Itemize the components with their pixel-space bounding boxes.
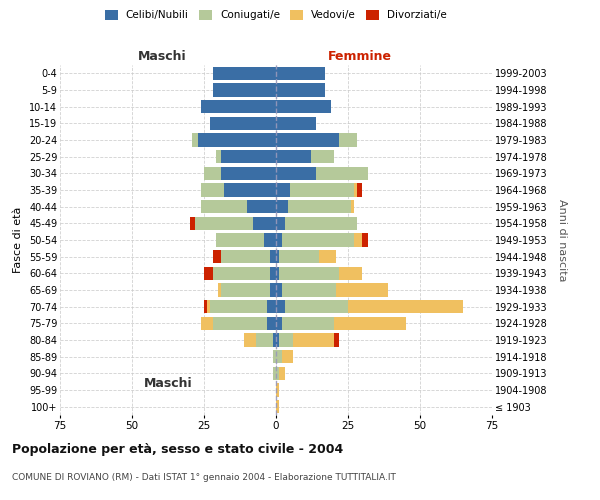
Bar — [190, 216, 196, 230]
Bar — [212, 66, 276, 80]
Bar — [218, 284, 221, 296]
Bar — [201, 100, 276, 114]
Bar — [270, 266, 276, 280]
Bar — [215, 150, 221, 164]
Bar — [212, 266, 270, 280]
Bar — [212, 316, 268, 330]
Text: COMUNE DI ROVIANO (RM) - Dati ISTAT 1° gennaio 2004 - Elaborazione TUTTITALIA.IT: COMUNE DI ROVIANO (RM) - Dati ISTAT 1° g… — [12, 472, 396, 482]
Bar — [282, 234, 354, 246]
Bar — [268, 316, 276, 330]
Bar — [279, 334, 293, 346]
Bar — [334, 334, 340, 346]
Bar — [284, 300, 348, 314]
Bar — [276, 150, 311, 164]
Bar — [340, 266, 362, 280]
Bar — [247, 200, 276, 213]
Bar — [276, 266, 279, 280]
Bar — [287, 200, 351, 213]
Bar — [270, 250, 276, 264]
Bar — [276, 166, 316, 180]
Bar — [193, 134, 198, 146]
Bar — [282, 350, 293, 364]
Bar — [201, 316, 212, 330]
Bar — [276, 234, 282, 246]
Bar — [282, 316, 334, 330]
Legend: Celibi/Nubili, Coniugati/e, Vedovi/e, Divorziati/e: Celibi/Nubili, Coniugati/e, Vedovi/e, Di… — [105, 10, 447, 20]
Bar — [282, 284, 337, 296]
Bar — [276, 134, 340, 146]
Bar — [356, 184, 362, 196]
Bar — [196, 216, 253, 230]
Bar — [201, 200, 247, 213]
Bar — [253, 216, 276, 230]
Bar — [244, 334, 256, 346]
Bar — [319, 250, 337, 264]
Text: Maschi: Maschi — [137, 50, 187, 62]
Text: Maschi: Maschi — [143, 376, 193, 390]
Bar — [293, 334, 334, 346]
Bar — [273, 366, 276, 380]
Bar — [276, 84, 325, 96]
Bar — [276, 100, 331, 114]
Bar — [224, 184, 276, 196]
Bar — [279, 366, 284, 380]
Y-axis label: Fasce di età: Fasce di età — [13, 207, 23, 273]
Bar — [276, 350, 282, 364]
Bar — [276, 200, 287, 213]
Bar — [276, 284, 282, 296]
Bar — [268, 300, 276, 314]
Bar — [290, 184, 354, 196]
Bar — [256, 334, 273, 346]
Bar — [221, 250, 270, 264]
Bar — [316, 166, 368, 180]
Bar — [276, 116, 316, 130]
Bar — [337, 284, 388, 296]
Bar — [276, 250, 279, 264]
Bar — [207, 300, 210, 314]
Bar — [273, 350, 276, 364]
Bar — [210, 116, 276, 130]
Bar — [212, 250, 221, 264]
Text: Femmine: Femmine — [328, 50, 392, 62]
Bar — [270, 284, 276, 296]
Bar — [276, 400, 279, 413]
Bar — [276, 316, 282, 330]
Bar — [204, 300, 207, 314]
Bar — [204, 266, 212, 280]
Bar — [265, 234, 276, 246]
Bar — [276, 384, 279, 396]
Bar — [351, 200, 354, 213]
Y-axis label: Anni di nascita: Anni di nascita — [557, 198, 567, 281]
Bar — [212, 84, 276, 96]
Bar — [276, 366, 279, 380]
Bar — [204, 166, 221, 180]
Bar — [221, 166, 276, 180]
Bar — [311, 150, 334, 164]
Bar — [354, 184, 356, 196]
Bar — [276, 300, 284, 314]
Bar — [215, 234, 265, 246]
Bar — [276, 66, 325, 80]
Bar — [201, 184, 224, 196]
Bar — [276, 216, 284, 230]
Bar — [354, 234, 362, 246]
Bar — [276, 334, 279, 346]
Bar — [198, 134, 276, 146]
Bar — [340, 134, 356, 146]
Bar — [221, 284, 270, 296]
Bar — [210, 300, 268, 314]
Bar — [279, 250, 319, 264]
Bar — [221, 150, 276, 164]
Text: Popolazione per età, sesso e stato civile - 2004: Popolazione per età, sesso e stato civil… — [12, 442, 343, 456]
Bar — [362, 234, 368, 246]
Bar — [334, 316, 406, 330]
Bar — [284, 216, 356, 230]
Bar — [348, 300, 463, 314]
Bar — [276, 184, 290, 196]
Bar — [273, 334, 276, 346]
Bar — [279, 266, 340, 280]
